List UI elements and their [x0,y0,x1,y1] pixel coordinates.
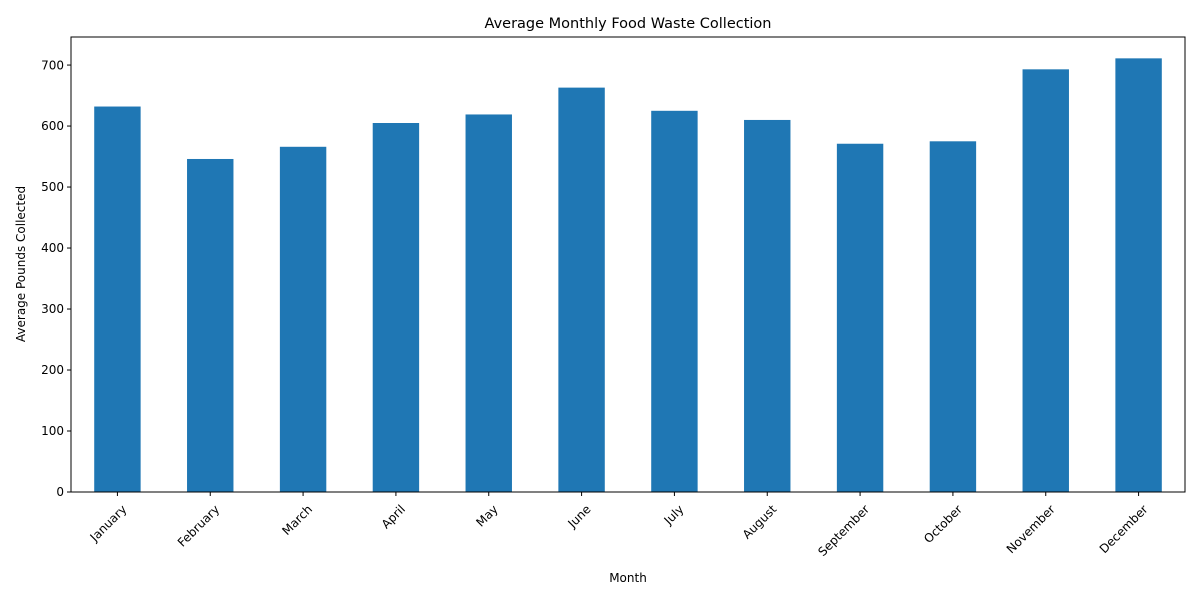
bar-october [929,141,977,493]
y-axis-ticks: 0 100 200 300 400 500 600 700 [41,58,71,499]
y-tick-label: 400 [41,241,64,255]
x-axis-label: Month [609,571,647,585]
bar-november [1022,69,1069,492]
bar-august [744,119,791,492]
bar-may [465,114,512,493]
y-axis-label: Average Pounds Collected [14,186,28,342]
bar-february [187,158,234,493]
chart-title: Average Monthly Food Waste Collection [485,16,772,32]
bar-september [836,143,884,493]
y-tick-label: 0 [56,485,64,499]
y-tick-label: 700 [41,58,64,72]
bar-april [372,123,420,492]
y-tick-label: 100 [41,424,64,438]
plot-area-frame [70,36,1186,493]
y-tick-label: 300 [41,302,64,316]
y-tick-label: 500 [41,180,64,194]
bar-june [558,87,605,493]
y-tick-label: 200 [41,363,64,377]
bar-december [1115,58,1162,492]
bars-layer [94,58,1162,493]
bar-march [279,146,327,493]
bar-january [94,106,141,492]
y-tick-label: 600 [41,119,64,133]
bar-july [651,110,698,493]
